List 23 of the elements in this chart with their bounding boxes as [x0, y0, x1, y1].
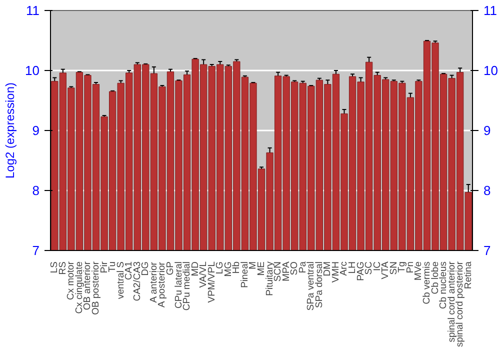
y2-tick-label: 11 — [484, 3, 497, 18]
x-tick-label: ME — [256, 262, 267, 276]
y-tick-label: 10 — [25, 63, 40, 78]
x-tick-label: CPu medial — [182, 261, 193, 311]
y-tick-label: 8 — [32, 183, 40, 198]
y-tick-label: 11 — [26, 3, 40, 18]
y-tick-label: 7 — [32, 243, 40, 258]
y2-tick-label: 9 — [484, 123, 491, 138]
x-tick-label: SPa dorsal — [314, 261, 325, 308]
y-tick-label: 9 — [32, 123, 40, 138]
y-axis-title: Log2 (expression) — [3, 82, 18, 179]
x-tick-label: Arc — [338, 261, 350, 276]
x-tick-label: Cx cingulate — [74, 261, 85, 314]
y2-tick-label: 10 — [484, 63, 498, 78]
x-tick-label: VPM/VPL — [206, 261, 218, 303]
x-tick-label: M — [248, 261, 259, 270]
x-tick-label: Cb lobe — [430, 261, 441, 294]
x-tick-label: Tg — [396, 261, 408, 273]
x-tick-label: LG — [214, 261, 226, 274]
x-tick-label: Pituitary — [264, 261, 276, 296]
x-tick-label: OB anterior — [82, 262, 94, 310]
y2-tick-label: 7 — [484, 243, 491, 258]
y2-tick-label: 8 — [484, 183, 491, 198]
